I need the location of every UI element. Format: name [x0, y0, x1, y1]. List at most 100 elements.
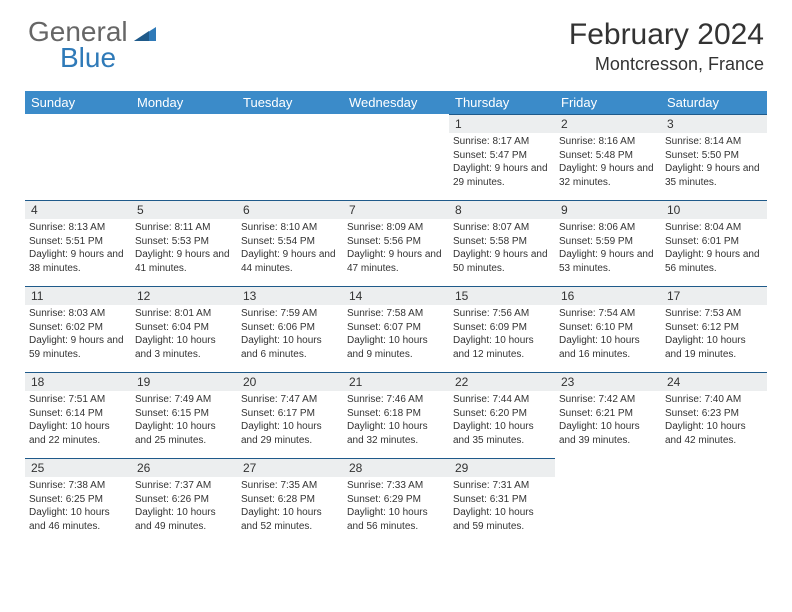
calendar-cell: 7Sunrise: 8:09 AMSunset: 5:56 PMDaylight… — [343, 200, 449, 286]
day-number: 11 — [25, 286, 131, 305]
calendar-cell: 11Sunrise: 8:03 AMSunset: 6:02 PMDayligh… — [25, 286, 131, 372]
logo-triangle-icon — [132, 20, 158, 48]
calendar-cell: 21Sunrise: 7:46 AMSunset: 6:18 PMDayligh… — [343, 372, 449, 458]
location: Montcresson, France — [569, 54, 764, 75]
day-number: 16 — [555, 286, 661, 305]
day-details: Sunrise: 8:03 AMSunset: 6:02 PMDaylight:… — [25, 305, 131, 365]
calendar-cell: 1Sunrise: 8:17 AMSunset: 5:47 PMDaylight… — [449, 114, 555, 200]
day-number: 4 — [25, 200, 131, 219]
day-number: 24 — [661, 372, 767, 391]
calendar-cell: 3Sunrise: 8:14 AMSunset: 5:50 PMDaylight… — [661, 114, 767, 200]
header: GeneralBlue February 2024 Montcresson, F… — [0, 0, 792, 83]
day-details: Sunrise: 8:06 AMSunset: 5:59 PMDaylight:… — [555, 219, 661, 279]
day-number: 6 — [237, 200, 343, 219]
day-details: Sunrise: 7:49 AMSunset: 6:15 PMDaylight:… — [131, 391, 237, 451]
day-number: 18 — [25, 372, 131, 391]
calendar-cell — [343, 114, 449, 200]
calendar-cell: 10Sunrise: 8:04 AMSunset: 6:01 PMDayligh… — [661, 200, 767, 286]
day-number: 17 — [661, 286, 767, 305]
day-header: Friday — [555, 91, 661, 114]
day-details: Sunrise: 7:44 AMSunset: 6:20 PMDaylight:… — [449, 391, 555, 451]
calendar-cell: 17Sunrise: 7:53 AMSunset: 6:12 PMDayligh… — [661, 286, 767, 372]
day-number: 9 — [555, 200, 661, 219]
title-block: February 2024 Montcresson, France — [569, 18, 764, 75]
calendar-header-row: SundayMondayTuesdayWednesdayThursdayFrid… — [25, 91, 767, 114]
day-details: Sunrise: 7:31 AMSunset: 6:31 PMDaylight:… — [449, 477, 555, 537]
calendar-cell: 16Sunrise: 7:54 AMSunset: 6:10 PMDayligh… — [555, 286, 661, 372]
day-number: 13 — [237, 286, 343, 305]
day-details: Sunrise: 8:14 AMSunset: 5:50 PMDaylight:… — [661, 133, 767, 193]
calendar-cell: 14Sunrise: 7:58 AMSunset: 6:07 PMDayligh… — [343, 286, 449, 372]
calendar-cell: 4Sunrise: 8:13 AMSunset: 5:51 PMDaylight… — [25, 200, 131, 286]
day-details: Sunrise: 8:04 AMSunset: 6:01 PMDaylight:… — [661, 219, 767, 279]
day-details: Sunrise: 8:07 AMSunset: 5:58 PMDaylight:… — [449, 219, 555, 279]
logo: GeneralBlue — [28, 18, 160, 72]
day-details: Sunrise: 8:13 AMSunset: 5:51 PMDaylight:… — [25, 219, 131, 279]
day-number: 3 — [661, 114, 767, 133]
day-details: Sunrise: 8:01 AMSunset: 6:04 PMDaylight:… — [131, 305, 237, 365]
day-number: 14 — [343, 286, 449, 305]
calendar-cell: 6Sunrise: 8:10 AMSunset: 5:54 PMDaylight… — [237, 200, 343, 286]
day-number: 27 — [237, 458, 343, 477]
day-details: Sunrise: 7:35 AMSunset: 6:28 PMDaylight:… — [237, 477, 343, 537]
day-details: Sunrise: 7:42 AMSunset: 6:21 PMDaylight:… — [555, 391, 661, 451]
day-details: Sunrise: 7:38 AMSunset: 6:25 PMDaylight:… — [25, 477, 131, 537]
day-number: 10 — [661, 200, 767, 219]
calendar-week: 18Sunrise: 7:51 AMSunset: 6:14 PMDayligh… — [25, 372, 767, 458]
day-details: Sunrise: 7:46 AMSunset: 6:18 PMDaylight:… — [343, 391, 449, 451]
day-details: Sunrise: 7:47 AMSunset: 6:17 PMDaylight:… — [237, 391, 343, 451]
calendar-cell — [661, 458, 767, 544]
day-details: Sunrise: 7:59 AMSunset: 6:06 PMDaylight:… — [237, 305, 343, 365]
day-number: 22 — [449, 372, 555, 391]
calendar-cell: 28Sunrise: 7:33 AMSunset: 6:29 PMDayligh… — [343, 458, 449, 544]
day-details: Sunrise: 7:56 AMSunset: 6:09 PMDaylight:… — [449, 305, 555, 365]
calendar-cell: 25Sunrise: 7:38 AMSunset: 6:25 PMDayligh… — [25, 458, 131, 544]
day-details: Sunrise: 7:51 AMSunset: 6:14 PMDaylight:… — [25, 391, 131, 451]
day-header: Saturday — [661, 91, 767, 114]
day-details: Sunrise: 7:53 AMSunset: 6:12 PMDaylight:… — [661, 305, 767, 365]
calendar-cell: 23Sunrise: 7:42 AMSunset: 6:21 PMDayligh… — [555, 372, 661, 458]
calendar-cell: 2Sunrise: 8:16 AMSunset: 5:48 PMDaylight… — [555, 114, 661, 200]
day-details: Sunrise: 8:11 AMSunset: 5:53 PMDaylight:… — [131, 219, 237, 279]
calendar-cell: 8Sunrise: 8:07 AMSunset: 5:58 PMDaylight… — [449, 200, 555, 286]
day-number: 25 — [25, 458, 131, 477]
day-number: 5 — [131, 200, 237, 219]
day-number: 20 — [237, 372, 343, 391]
day-header: Sunday — [25, 91, 131, 114]
day-header: Wednesday — [343, 91, 449, 114]
day-number: 28 — [343, 458, 449, 477]
calendar-cell: 24Sunrise: 7:40 AMSunset: 6:23 PMDayligh… — [661, 372, 767, 458]
calendar-cell — [131, 114, 237, 200]
day-details: Sunrise: 8:17 AMSunset: 5:47 PMDaylight:… — [449, 133, 555, 193]
day-number: 21 — [343, 372, 449, 391]
day-details: Sunrise: 7:58 AMSunset: 6:07 PMDaylight:… — [343, 305, 449, 365]
day-number: 8 — [449, 200, 555, 219]
calendar-body: 1Sunrise: 8:17 AMSunset: 5:47 PMDaylight… — [25, 114, 767, 544]
month-title: February 2024 — [569, 18, 764, 52]
calendar-cell: 13Sunrise: 7:59 AMSunset: 6:06 PMDayligh… — [237, 286, 343, 372]
day-details: Sunrise: 7:33 AMSunset: 6:29 PMDaylight:… — [343, 477, 449, 537]
calendar-cell: 26Sunrise: 7:37 AMSunset: 6:26 PMDayligh… — [131, 458, 237, 544]
day-details: Sunrise: 7:37 AMSunset: 6:26 PMDaylight:… — [131, 477, 237, 537]
calendar-cell: 22Sunrise: 7:44 AMSunset: 6:20 PMDayligh… — [449, 372, 555, 458]
calendar-cell — [25, 114, 131, 200]
day-header: Tuesday — [237, 91, 343, 114]
day-details: Sunrise: 8:10 AMSunset: 5:54 PMDaylight:… — [237, 219, 343, 279]
day-number: 19 — [131, 372, 237, 391]
calendar-week: 1Sunrise: 8:17 AMSunset: 5:47 PMDaylight… — [25, 114, 767, 200]
day-number: 1 — [449, 114, 555, 133]
day-details: Sunrise: 7:40 AMSunset: 6:23 PMDaylight:… — [661, 391, 767, 451]
calendar-week: 25Sunrise: 7:38 AMSunset: 6:25 PMDayligh… — [25, 458, 767, 544]
calendar-cell: 15Sunrise: 7:56 AMSunset: 6:09 PMDayligh… — [449, 286, 555, 372]
day-details: Sunrise: 8:09 AMSunset: 5:56 PMDaylight:… — [343, 219, 449, 279]
day-number: 7 — [343, 200, 449, 219]
calendar-cell: 27Sunrise: 7:35 AMSunset: 6:28 PMDayligh… — [237, 458, 343, 544]
day-number: 29 — [449, 458, 555, 477]
calendar-cell — [555, 458, 661, 544]
day-header: Thursday — [449, 91, 555, 114]
calendar-table: SundayMondayTuesdayWednesdayThursdayFrid… — [25, 91, 767, 544]
day-header: Monday — [131, 91, 237, 114]
day-details: Sunrise: 7:54 AMSunset: 6:10 PMDaylight:… — [555, 305, 661, 365]
day-number: 2 — [555, 114, 661, 133]
day-number: 15 — [449, 286, 555, 305]
